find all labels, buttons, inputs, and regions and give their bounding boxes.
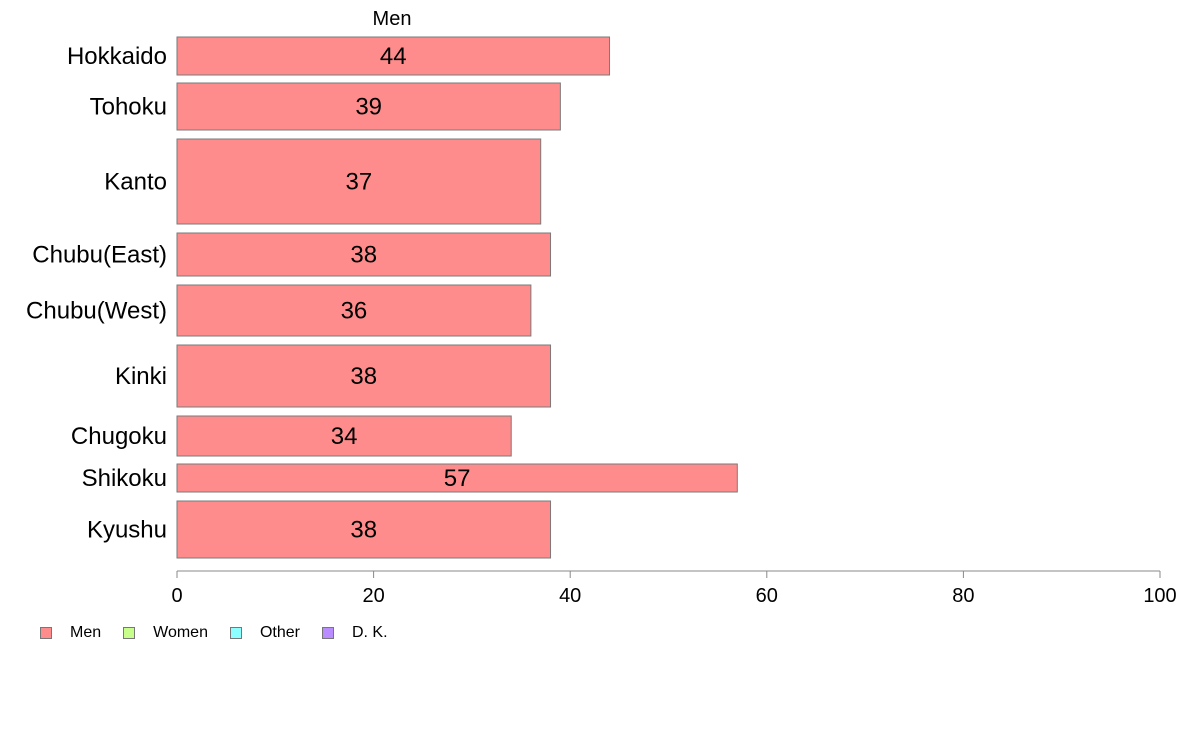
- category-label: Hokkaido: [67, 43, 167, 70]
- bar-value-label: 36: [341, 298, 368, 325]
- legend-item: Men: [40, 624, 101, 642]
- bar-value-label: 38: [350, 242, 377, 269]
- legend-label: Women: [153, 624, 208, 641]
- bar-chubu-west: [176, 284, 532, 337]
- category-label: Chubu(West): [26, 298, 167, 325]
- x-tick-label: 80: [952, 585, 974, 607]
- category-label: Chubu(East): [32, 242, 167, 269]
- bar-kanto: [176, 138, 542, 225]
- bar-value-label: 44: [380, 43, 407, 70]
- legend-label: Men: [70, 624, 102, 641]
- legend-swatch: [229, 627, 242, 639]
- category-label: Shikoku: [82, 465, 167, 492]
- bar-hokkaido: [176, 36, 611, 76]
- legend-swatch: [40, 627, 52, 639]
- x-tick-label: 40: [559, 585, 581, 607]
- category-label: Tohoku: [90, 94, 167, 121]
- legend-swatch: [123, 627, 136, 639]
- legend-label: D. K.: [351, 624, 388, 641]
- legend-label: Other: [259, 624, 300, 641]
- legend-item: Other: [229, 624, 300, 642]
- x-tick-label: 0: [171, 585, 182, 607]
- legend-swatch: [321, 627, 334, 639]
- x-tick-label: 100: [1143, 585, 1176, 607]
- bars: [176, 36, 738, 559]
- x-axis: 0 20 40 60 80 100: [171, 570, 1177, 607]
- category-label: Kinki: [115, 363, 167, 390]
- bar-value-label: 57: [444, 465, 471, 492]
- bar-value-label: 38: [350, 517, 377, 544]
- category-label: Kyushu: [87, 517, 167, 544]
- x-tick-label: 60: [756, 585, 778, 607]
- category-labels: Hokkaido Tohoku Kanto Chubu(East) Chubu(West…: [26, 43, 167, 544]
- bar-shikoku: [176, 463, 738, 493]
- category-label: Kanto: [104, 169, 167, 196]
- bar-kyushu: [176, 500, 552, 559]
- bar-value-label: 37: [346, 169, 373, 196]
- bar-value-label: 39: [355, 94, 382, 121]
- bar-tohoku: [176, 82, 561, 131]
- value-labels: 44 39 37 38 36 38 34 57 38: [331, 43, 471, 544]
- bar-kinki: [176, 344, 552, 408]
- legend: Men Women Other D. K.: [40, 624, 410, 642]
- x-tick-label: 20: [362, 585, 384, 607]
- bar-value-label: 34: [331, 423, 358, 450]
- bar-chugoku: [176, 415, 512, 457]
- bar-value-label: 38: [350, 363, 377, 390]
- legend-item: D. K.: [321, 624, 388, 642]
- bar-chubu-east: [176, 232, 552, 277]
- category-label: Chugoku: [71, 423, 167, 450]
- legend-item: Women: [123, 624, 208, 642]
- chart-title: Men: [373, 8, 412, 30]
